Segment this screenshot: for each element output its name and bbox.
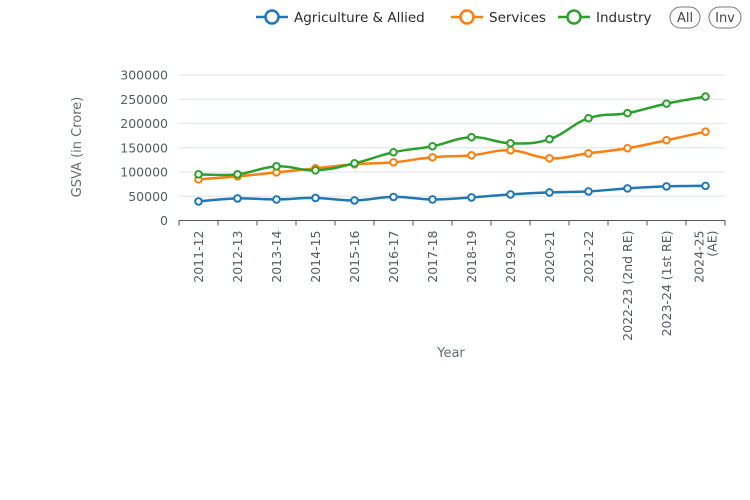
data-point[interactable] (389, 192, 398, 202)
data-point[interactable] (545, 134, 554, 144)
data-point[interactable] (545, 188, 554, 197)
series-group (194, 92, 710, 206)
data-point[interactable] (506, 190, 515, 199)
data-point[interactable] (467, 132, 476, 142)
legend-label: Services (489, 10, 546, 26)
y-tick-label: 50000 (128, 189, 168, 204)
x-tick-label: 2016-17 (386, 231, 401, 283)
legend-line-marker-icon (256, 9, 288, 25)
legend-line-marker-icon (558, 9, 590, 25)
x-tick-label: 2020-21 (542, 231, 557, 283)
data-point[interactable] (233, 194, 242, 203)
y-axis-ticks: 0 50000 100000 150000 200000 250000 300000 (120, 68, 168, 229)
data-point[interactable] (701, 181, 710, 191)
y-axis-title: GSVA (in Crore) (70, 97, 85, 198)
x-tick-label: (AE) (705, 231, 720, 257)
legend-item[interactable]: Services (451, 9, 546, 26)
gridlines (179, 74, 725, 197)
data-point[interactable] (545, 153, 554, 163)
series-services (194, 127, 710, 184)
inv-button[interactable]: Inv (708, 6, 742, 29)
data-point[interactable] (389, 147, 398, 157)
legend: Agriculture & Allied Services Industry (256, 9, 652, 26)
inv-button-label: Inv (715, 11, 735, 26)
data-point[interactable] (350, 196, 359, 205)
all-button-label: All (677, 11, 693, 26)
data-point[interactable] (506, 138, 515, 148)
data-point[interactable] (623, 143, 632, 153)
x-tick-label: 2011-12 (191, 231, 206, 283)
legend-item[interactable]: Industry (558, 9, 652, 26)
x-tick-label: 2015-16 (347, 230, 362, 282)
data-point[interactable] (623, 108, 632, 118)
data-point[interactable] (467, 150, 476, 160)
data-point[interactable] (623, 184, 632, 193)
data-point[interactable] (428, 141, 437, 151)
data-point[interactable] (662, 99, 671, 108)
x-tick-label: 2018-19 (464, 230, 479, 282)
data-point[interactable] (467, 193, 476, 202)
data-point[interactable] (506, 145, 515, 155)
data-point[interactable] (584, 113, 593, 123)
data-point[interactable] (233, 170, 242, 179)
y-tick-label: 150000 (120, 140, 168, 155)
x-tick-label: 2022-23 (2nd RE) (620, 231, 635, 341)
data-point[interactable] (662, 135, 671, 145)
legend-label: Industry (596, 10, 652, 26)
data-point[interactable] (584, 187, 593, 196)
data-point[interactable] (272, 162, 281, 171)
x-tick-label: 2023-24 (1st RE) (659, 231, 674, 337)
x-axis-title: Year (436, 346, 465, 361)
x-tick-label: 2021-22 (581, 231, 596, 283)
x-axis: 2011-12 2012-13 2013-14 2014-15 2015-16 2016-… (178, 220, 726, 341)
data-point[interactable] (701, 127, 710, 136)
data-point[interactable] (701, 92, 710, 101)
y-tick-label: 200000 (120, 116, 168, 131)
x-tick-label: 2017-18 (425, 230, 440, 282)
legend-label: Agriculture & Allied (294, 10, 425, 26)
data-point[interactable] (584, 148, 593, 158)
x-tick-label: 2019-20 (503, 230, 518, 282)
legend-line-marker-icon (451, 9, 483, 25)
data-point[interactable] (311, 166, 320, 175)
series-agriculture-allied (194, 181, 710, 206)
all-button[interactable]: All (669, 6, 701, 29)
y-tick-label: 0 (160, 213, 168, 228)
y-tick-label: 250000 (120, 92, 168, 107)
data-point[interactable] (350, 159, 359, 168)
data-point[interactable] (428, 195, 437, 204)
data-point[interactable] (389, 158, 398, 167)
x-tick-label: 2013-14 (269, 230, 284, 282)
x-tick-label: 2024-25 (692, 231, 707, 283)
x-tick-label: 2014-15 (308, 231, 323, 283)
y-tick-label: 300000 (120, 68, 168, 83)
data-point[interactable] (662, 182, 671, 191)
series-industry (194, 92, 710, 179)
y-tick-label: 100000 (120, 165, 168, 180)
legend-item[interactable]: Agriculture & Allied (256, 9, 425, 26)
data-point[interactable] (194, 197, 203, 206)
data-point[interactable] (311, 193, 320, 203)
x-tick-label: 2012-13 (230, 231, 245, 283)
data-point[interactable] (194, 170, 203, 179)
data-point[interactable] (428, 153, 437, 162)
data-point[interactable] (272, 195, 281, 204)
